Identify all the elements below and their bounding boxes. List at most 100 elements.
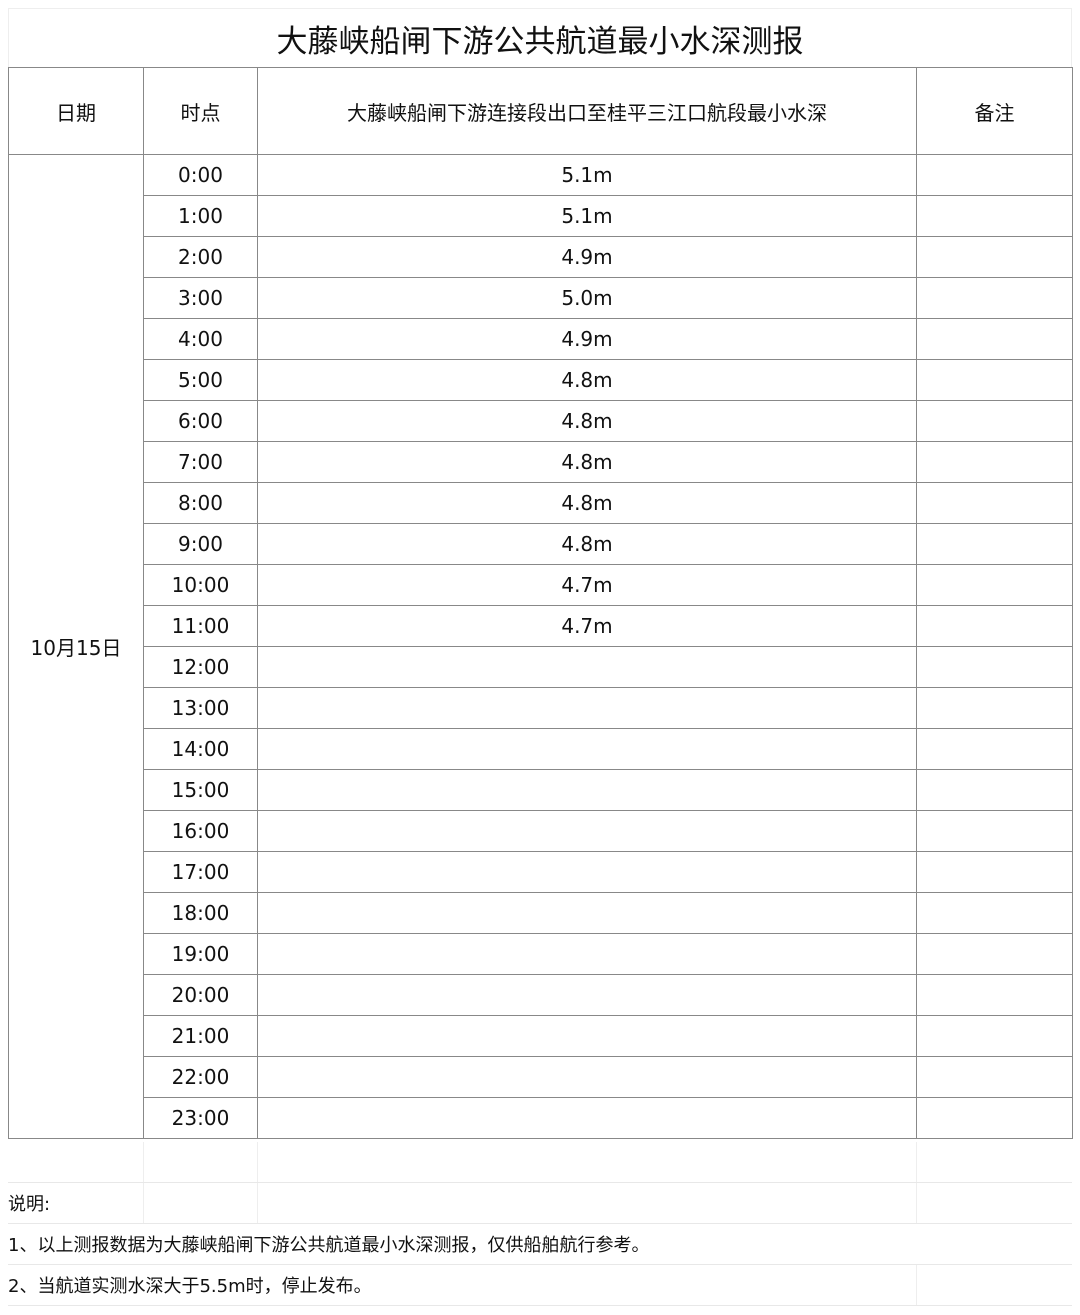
depth-cell: 4.9m: [257, 236, 917, 278]
remark-cell: [916, 564, 1073, 606]
time-cell: 20:00: [143, 974, 258, 1016]
depth-cell: [257, 1015, 917, 1057]
header-remark: 备注: [916, 67, 1073, 155]
depth-table: 日期 时点 大藤峡船闸下游连接段出口至桂平三江口航段最小水深 备注 10月15日…: [8, 67, 1073, 1139]
depth-cell: 4.8m: [257, 482, 917, 524]
remark-cell: [916, 851, 1073, 893]
depth-cell: [257, 769, 917, 811]
depth-cell: 4.7m: [257, 564, 917, 606]
remark-cell: [916, 810, 1073, 852]
table-row: 17:00: [9, 851, 1073, 893]
time-cell: 9:00: [143, 523, 258, 565]
depth-cell: [257, 974, 917, 1016]
table-row: 4:00 4.9m: [9, 318, 1073, 360]
time-cell: 10:00: [143, 564, 258, 606]
remark-cell: [916, 482, 1073, 524]
header-time: 时点: [143, 67, 258, 155]
remark-cell: [916, 892, 1073, 934]
depth-cell: 4.8m: [257, 523, 917, 565]
time-cell: 0:00: [143, 154, 258, 196]
table-row: 10月15日 0:00 5.1m: [8, 154, 1073, 1139]
remark-cell: [916, 236, 1073, 278]
table-row: 20:00: [9, 974, 1073, 1016]
depth-cell: [257, 1056, 917, 1098]
time-cell: 1:00: [143, 195, 258, 237]
time-cell: 13:00: [143, 687, 258, 729]
table-row: 19:00: [9, 933, 1073, 975]
table-row: 2:00 4.9m: [9, 236, 1073, 278]
remark-cell: [916, 277, 1073, 319]
depth-cell: 5.1m: [257, 154, 917, 196]
time-cell: 3:00: [143, 277, 258, 319]
time-cell: 21:00: [143, 1015, 258, 1057]
remark-cell: [916, 441, 1073, 483]
note-item: 2、当航道实测水深大于5.5m时，停止发布。: [8, 1265, 1072, 1306]
table-row: 5:00 4.8m: [9, 359, 1073, 401]
table-row: 18:00: [9, 892, 1073, 934]
time-cell: 7:00: [143, 441, 258, 483]
table-row: 3:00 5.0m: [9, 277, 1073, 319]
time-cell: 12:00: [143, 646, 258, 688]
depth-cell: 5.0m: [257, 277, 917, 319]
time-cell: 23:00: [143, 1097, 258, 1139]
time-cell: 11:00: [143, 605, 258, 647]
page-title: 大藤峡船闸下游公共航道最小水深测报: [8, 8, 1072, 67]
table-row: 12:00: [9, 646, 1073, 688]
depth-cell: [257, 646, 917, 688]
note-item: 1、以上测报数据为大藤峡船闸下游公共航道最小水深测报，仅供船舶航行参考。: [8, 1224, 1072, 1265]
depth-cell: 4.8m: [257, 441, 917, 483]
table-row: 15:00: [9, 769, 1073, 811]
remark-cell: [916, 154, 1073, 196]
remark-cell: [916, 769, 1073, 811]
remark-cell: [916, 359, 1073, 401]
remark-cell: [916, 1097, 1073, 1139]
table-row: 11:00 4.7m: [9, 605, 1073, 647]
table-row: 7:00 4.8m: [9, 441, 1073, 483]
remark-cell: [916, 318, 1073, 360]
remark-cell: [916, 933, 1073, 975]
time-cell: 15:00: [143, 769, 258, 811]
table-row: 23:00: [9, 1097, 1073, 1139]
date-cell: 10月15日: [8, 154, 144, 1139]
notes-heading: 说明:: [8, 1183, 1072, 1224]
remark-cell: [916, 974, 1073, 1016]
time-cell: 6:00: [143, 400, 258, 442]
time-cell: 8:00: [143, 482, 258, 524]
time-cell: 18:00: [143, 892, 258, 934]
remark-cell: [916, 1056, 1073, 1098]
time-cell: 19:00: [143, 933, 258, 975]
time-cell: 17:00: [143, 851, 258, 893]
time-cell: 4:00: [143, 318, 258, 360]
depth-cell: [257, 892, 917, 934]
time-cell: 14:00: [143, 728, 258, 770]
time-cell: 5:00: [143, 359, 258, 401]
remark-cell: [916, 605, 1073, 647]
remark-cell: [916, 728, 1073, 770]
table-row: 22:00: [9, 1056, 1073, 1098]
table-row: 10:00 4.7m: [9, 564, 1073, 606]
remark-cell: [916, 195, 1073, 237]
depth-cell: [257, 687, 917, 729]
depth-cell: 4.9m: [257, 318, 917, 360]
table-row: 8:00 4.8m: [9, 482, 1073, 524]
remark-cell: [916, 646, 1073, 688]
empty-row: [8, 1142, 1072, 1183]
depth-cell: [257, 810, 917, 852]
table-row: 13:00: [9, 687, 1073, 729]
remark-cell: [916, 687, 1073, 729]
time-cell: 2:00: [143, 236, 258, 278]
remark-cell: [916, 400, 1073, 442]
depth-cell: 4.7m: [257, 605, 917, 647]
table-row: 6:00 4.8m: [9, 400, 1073, 442]
table-row: 9:00 4.8m: [9, 523, 1073, 565]
table-row: 1:00 5.1m: [9, 195, 1073, 237]
remark-cell: [916, 1015, 1073, 1057]
time-cell: 22:00: [143, 1056, 258, 1098]
remark-cell: [916, 523, 1073, 565]
depth-cell: [257, 1097, 917, 1139]
depth-cell: [257, 851, 917, 893]
time-cell: 16:00: [143, 810, 258, 852]
table-row: 21:00: [9, 1015, 1073, 1057]
header-date: 日期: [8, 67, 144, 155]
depth-cell: 5.1m: [257, 195, 917, 237]
